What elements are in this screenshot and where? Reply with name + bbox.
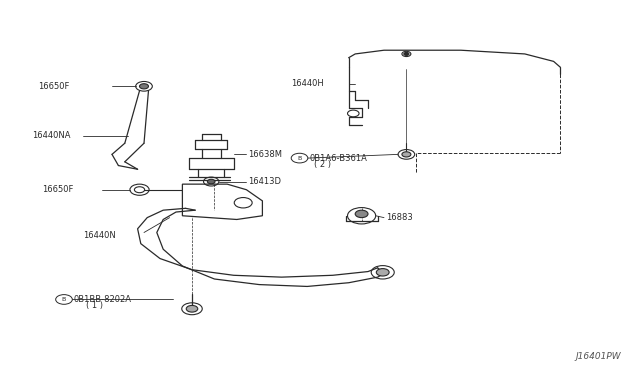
Text: 16650F: 16650F — [42, 185, 73, 194]
Text: ( 1 ): ( 1 ) — [86, 301, 104, 310]
Text: 16440H: 16440H — [291, 79, 324, 88]
Text: 16883: 16883 — [386, 213, 413, 222]
Circle shape — [376, 269, 389, 276]
Text: 16413D: 16413D — [248, 177, 282, 186]
Text: 0B1BB-8202A: 0B1BB-8202A — [74, 295, 132, 304]
Text: 16638M: 16638M — [248, 150, 282, 159]
Text: 16440N: 16440N — [83, 231, 116, 240]
Circle shape — [402, 152, 411, 157]
Circle shape — [140, 84, 148, 89]
Text: B: B — [298, 155, 301, 161]
Text: ( 2 ): ( 2 ) — [314, 160, 331, 169]
Text: 0B1A6-B361A: 0B1A6-B361A — [309, 154, 367, 163]
Circle shape — [207, 179, 215, 184]
Text: 16650F: 16650F — [38, 82, 70, 91]
Text: 16440NA: 16440NA — [32, 131, 70, 140]
Circle shape — [186, 305, 198, 312]
Text: B: B — [62, 297, 66, 302]
Circle shape — [134, 187, 145, 193]
Circle shape — [355, 210, 368, 218]
Circle shape — [404, 52, 409, 55]
Text: J16401PW: J16401PW — [575, 352, 621, 361]
